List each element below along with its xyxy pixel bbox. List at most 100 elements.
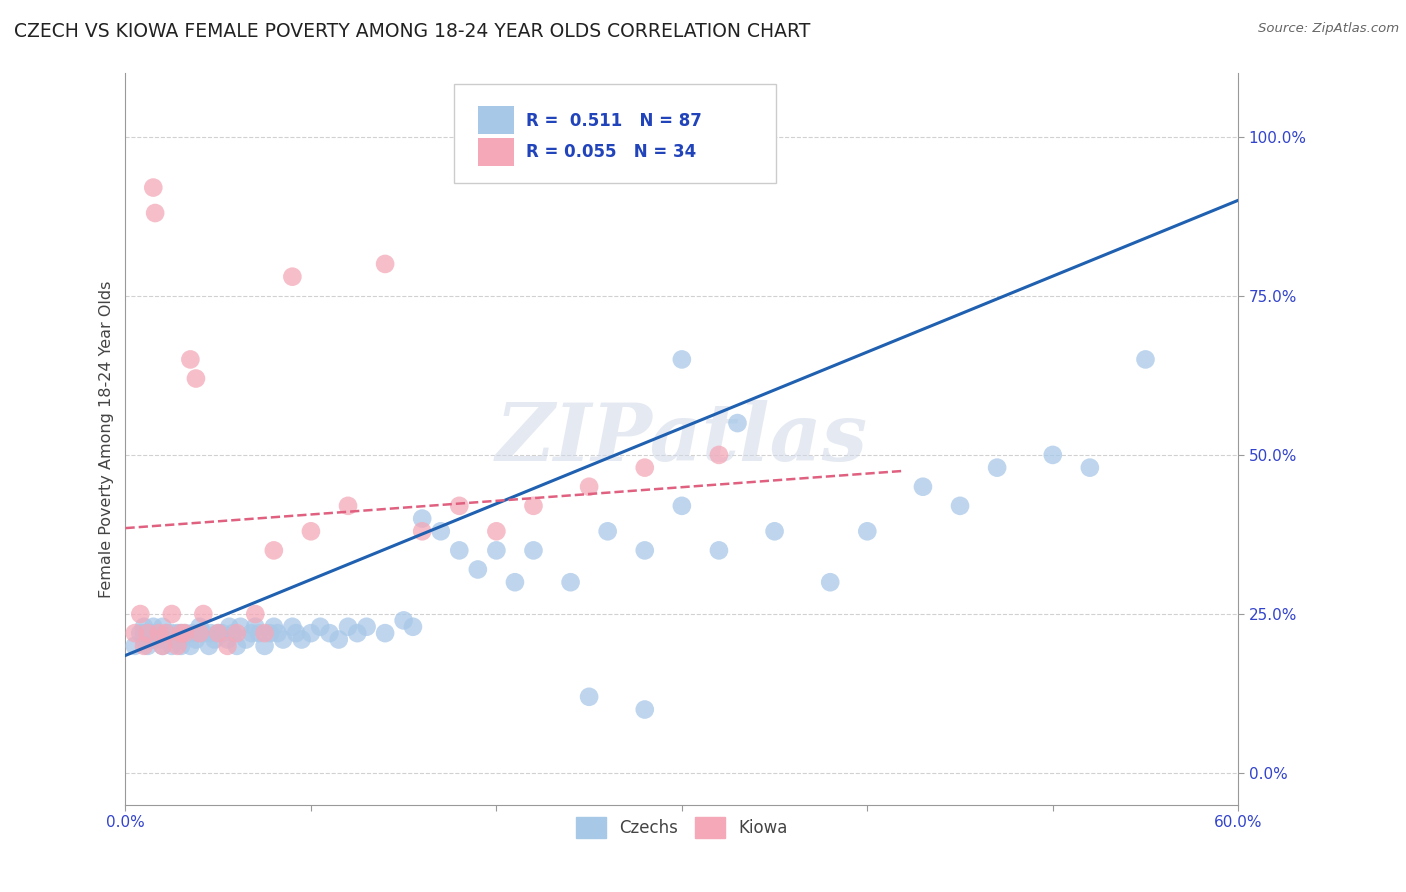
Czechs — [253, 639, 276, 653]
Czechs — [671, 499, 693, 513]
Czechs — [132, 626, 155, 640]
Kiowa — [152, 639, 174, 653]
Czechs — [222, 626, 245, 640]
Czechs — [170, 626, 193, 640]
Czechs — [259, 626, 281, 640]
Czechs — [949, 499, 972, 513]
Kiowa — [449, 499, 471, 513]
Czechs — [170, 639, 193, 653]
Kiowa — [166, 639, 188, 653]
Czechs — [218, 620, 240, 634]
Kiowa — [707, 448, 730, 462]
Czechs — [136, 639, 159, 653]
Czechs — [247, 626, 270, 640]
Czechs — [986, 460, 1008, 475]
Czechs — [634, 702, 657, 716]
Kiowa — [634, 460, 657, 475]
Czechs — [467, 562, 489, 576]
Czechs — [188, 620, 211, 634]
Kiowa — [184, 371, 207, 385]
Czechs — [1042, 448, 1064, 462]
Czechs — [148, 626, 170, 640]
Kiowa — [374, 257, 396, 271]
Czechs — [124, 639, 146, 653]
Czechs — [707, 543, 730, 558]
Kiowa — [188, 626, 211, 640]
Y-axis label: Female Poverty Among 18-24 Year Olds: Female Poverty Among 18-24 Year Olds — [100, 280, 114, 598]
Bar — [478, 106, 513, 134]
Czechs — [522, 543, 544, 558]
Czechs — [263, 620, 285, 634]
Czechs — [245, 620, 267, 634]
Czechs — [596, 524, 619, 539]
Czechs — [184, 632, 207, 647]
Czechs — [160, 626, 183, 640]
Czechs — [166, 626, 188, 640]
Czechs — [634, 543, 657, 558]
Czechs — [235, 632, 257, 647]
Kiowa — [193, 607, 215, 621]
Kiowa — [170, 626, 193, 640]
Czechs — [281, 620, 304, 634]
Czechs — [179, 639, 201, 653]
Czechs — [429, 524, 451, 539]
Czechs — [328, 632, 350, 647]
Czechs — [449, 543, 471, 558]
Czechs — [240, 626, 263, 640]
Text: R =  0.511   N = 87: R = 0.511 N = 87 — [526, 112, 702, 129]
Czechs — [291, 632, 314, 647]
Czechs — [198, 639, 221, 653]
Czechs — [1078, 460, 1101, 475]
Czechs — [173, 626, 195, 640]
Kiowa — [124, 626, 146, 640]
Czechs — [309, 620, 332, 634]
Czechs — [129, 626, 152, 640]
Kiowa — [253, 626, 276, 640]
Kiowa — [578, 480, 600, 494]
Czechs — [181, 626, 204, 640]
Czechs — [578, 690, 600, 704]
Czechs — [188, 626, 211, 640]
Czechs — [155, 626, 177, 640]
Czechs — [411, 511, 433, 525]
Kiowa — [129, 607, 152, 621]
Czechs — [211, 626, 233, 640]
Kiowa — [136, 626, 159, 640]
Kiowa — [217, 639, 239, 653]
Czechs — [229, 620, 252, 634]
Czechs — [217, 632, 239, 647]
Kiowa — [207, 626, 229, 640]
Czechs — [671, 352, 693, 367]
Czechs — [165, 632, 187, 647]
Czechs — [356, 620, 378, 634]
Czechs — [132, 632, 155, 647]
Kiowa — [522, 499, 544, 513]
Czechs — [266, 626, 288, 640]
Czechs — [337, 620, 360, 634]
Kiowa — [245, 607, 267, 621]
Czechs — [346, 626, 368, 640]
Czechs — [225, 639, 247, 653]
Kiowa — [143, 206, 166, 220]
Kiowa — [155, 626, 177, 640]
Czechs — [193, 626, 215, 640]
Kiowa — [160, 607, 183, 621]
Kiowa — [485, 524, 508, 539]
Kiowa — [411, 524, 433, 539]
Czechs — [727, 416, 749, 430]
Kiowa — [132, 639, 155, 653]
Czechs — [1135, 352, 1157, 367]
Czechs — [485, 543, 508, 558]
Kiowa — [148, 626, 170, 640]
Czechs — [318, 626, 340, 640]
Czechs — [763, 524, 786, 539]
Czechs — [856, 524, 879, 539]
Czechs — [160, 639, 183, 653]
Czechs — [204, 632, 226, 647]
Kiowa — [337, 499, 360, 513]
Text: CZECH VS KIOWA FEMALE POVERTY AMONG 18-24 YEAR OLDS CORRELATION CHART: CZECH VS KIOWA FEMALE POVERTY AMONG 18-2… — [14, 22, 810, 41]
Text: R = 0.055   N = 34: R = 0.055 N = 34 — [526, 143, 696, 161]
Czechs — [911, 480, 934, 494]
Legend: Czechs, Kiowa: Czechs, Kiowa — [569, 811, 794, 844]
Kiowa — [281, 269, 304, 284]
